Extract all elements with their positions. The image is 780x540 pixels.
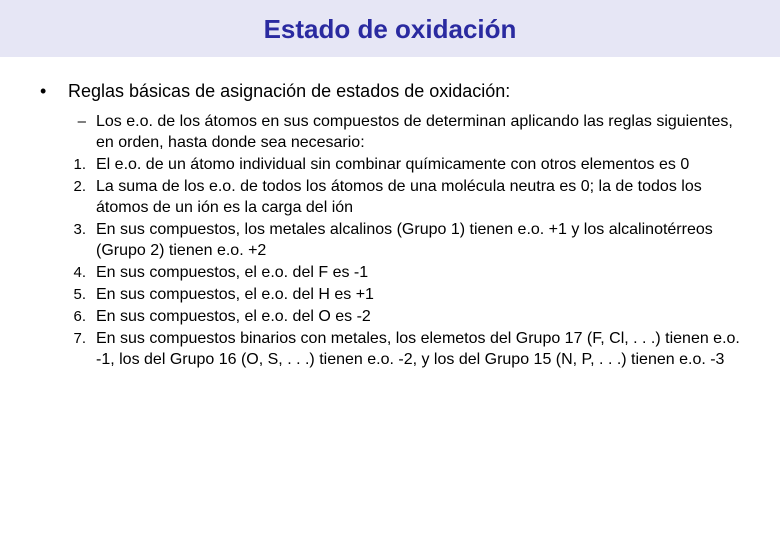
- item-marker: 2.: [68, 176, 96, 197]
- rules-list: – Los e.o. de los átomos en sus compuest…: [40, 111, 740, 370]
- item-marker: 1.: [68, 154, 96, 175]
- item-text: En sus compuestos, el e.o. del F es -1: [96, 262, 368, 283]
- item-text: La suma de los e.o. de todos los átomos …: [96, 176, 740, 218]
- item-text: En sus compuestos, el e.o. del O es -2: [96, 306, 371, 327]
- item-marker: –: [68, 111, 96, 132]
- item-marker: 7.: [68, 328, 96, 349]
- content-area: • Reglas básicas de asignación de estado…: [0, 57, 780, 370]
- list-item: 7. En sus compuestos binarios con metale…: [68, 328, 740, 370]
- item-marker: 3.: [68, 219, 96, 240]
- list-item: – Los e.o. de los átomos en sus compuest…: [68, 111, 740, 153]
- item-text: En sus compuestos, el e.o. del H es +1: [96, 284, 374, 305]
- heading-row: • Reglas básicas de asignación de estado…: [40, 79, 740, 103]
- bullet-dot: •: [40, 79, 68, 103]
- item-text: El e.o. de un átomo individual sin combi…: [96, 154, 689, 175]
- item-text: En sus compuestos binarios con metales, …: [96, 328, 740, 370]
- list-item: 6. En sus compuestos, el e.o. del O es -…: [68, 306, 740, 327]
- heading-text: Reglas básicas de asignación de estados …: [68, 79, 510, 103]
- list-item: 5. En sus compuestos, el e.o. del H es +…: [68, 284, 740, 305]
- item-marker: 4.: [68, 262, 96, 283]
- slide-title: Estado de oxidación: [0, 14, 780, 45]
- item-text: En sus compuestos, los metales alcalinos…: [96, 219, 740, 261]
- list-item: 4. En sus compuestos, el e.o. del F es -…: [68, 262, 740, 283]
- list-item: 1. El e.o. de un átomo individual sin co…: [68, 154, 740, 175]
- title-band: Estado de oxidación: [0, 0, 780, 57]
- item-text: Los e.o. de los átomos en sus compuestos…: [96, 111, 740, 153]
- item-marker: 5.: [68, 284, 96, 305]
- item-marker: 6.: [68, 306, 96, 327]
- list-item: 2. La suma de los e.o. de todos los átom…: [68, 176, 740, 218]
- list-item: 3. En sus compuestos, los metales alcali…: [68, 219, 740, 261]
